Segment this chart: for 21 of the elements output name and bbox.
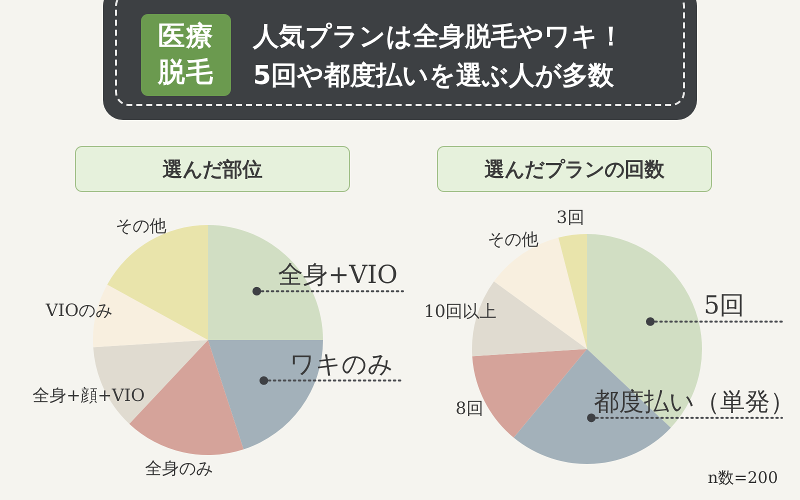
text: n数=200 — [708, 468, 778, 489]
slice-label: VIOのみ — [44, 301, 113, 322]
slice-label: その他 — [487, 230, 538, 250]
slice-label: 都度払い（単発） — [594, 386, 796, 416]
slice-label: 全身+顔+VIO — [32, 386, 145, 406]
title-box: 選んだ部位 — [75, 146, 350, 192]
slice-label: ワキのみ — [289, 350, 394, 379]
slice-label: 3回 — [556, 208, 584, 228]
slice-label: 全身+VIO — [278, 260, 398, 290]
label-badge: 医療脱毛 — [141, 14, 231, 96]
pie-slice — [558, 234, 587, 349]
pie-slice — [587, 234, 702, 428]
slice-label: 5回 — [704, 290, 745, 320]
slice-label: 全身のみ — [145, 458, 214, 479]
slice-label: 8回 — [455, 398, 484, 419]
slice-label: その他 — [115, 216, 166, 236]
chart-title: 選んだ部位 — [162, 156, 262, 182]
chart-title: 選んだプランの回数 — [484, 156, 664, 182]
text: 人気プランは全身脱毛やワキ！ 5回や都度払いを選ぶ人が多数 — [253, 21, 624, 93]
title-box: 選んだプランの回数 — [437, 146, 712, 192]
slice-label: 10回以上 — [424, 302, 497, 322]
